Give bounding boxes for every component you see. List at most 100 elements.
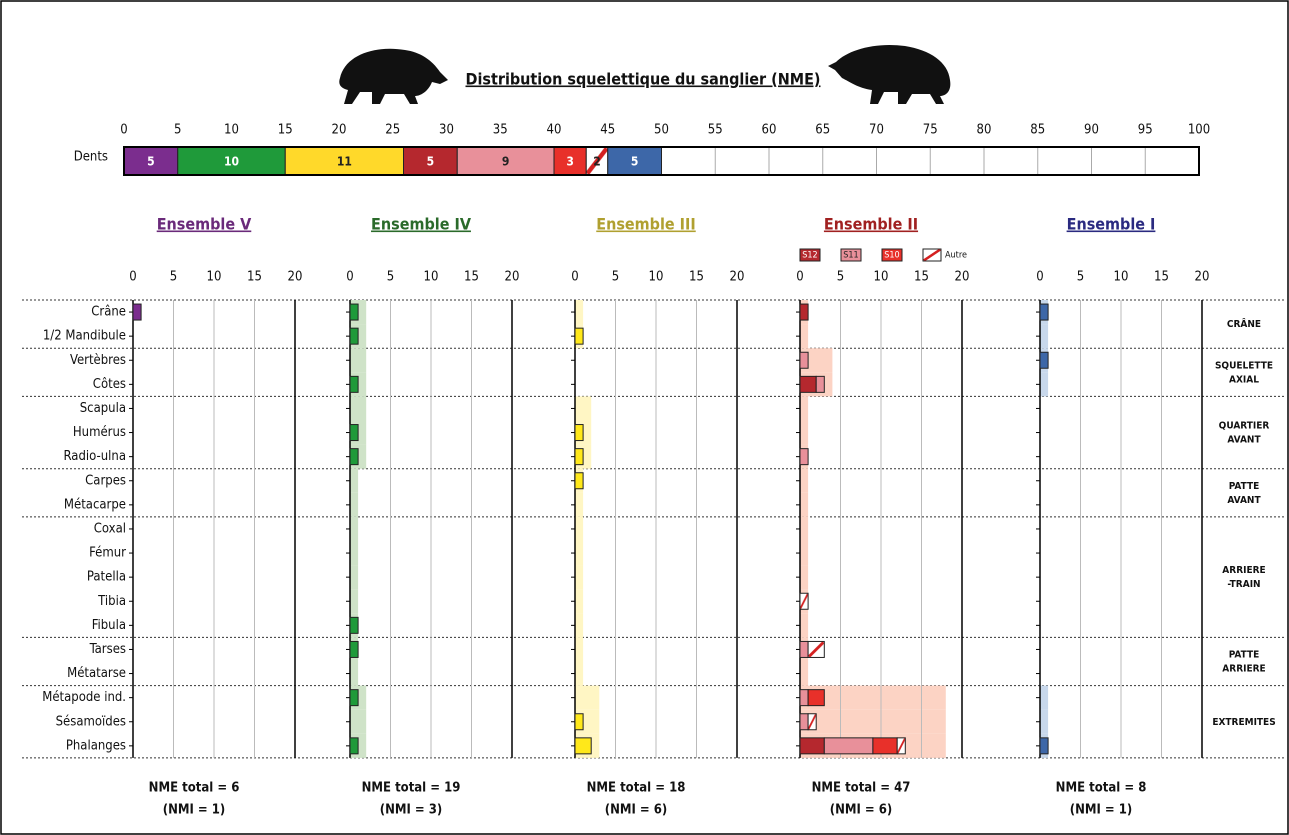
row-label: Métapode ind. bbox=[42, 690, 126, 705]
teeth-label-value: 10 bbox=[224, 155, 239, 169]
shade-bar bbox=[575, 541, 584, 566]
shade-bar bbox=[575, 613, 584, 638]
x-tick-label: 20 bbox=[332, 123, 347, 138]
row-label: Côtes bbox=[93, 377, 126, 392]
shade-bar bbox=[575, 685, 600, 710]
bar bbox=[349, 640, 359, 658]
panel-nmi: (NMI = 1) bbox=[163, 803, 226, 818]
shade-bar bbox=[800, 516, 809, 541]
bar bbox=[799, 713, 809, 731]
bar bbox=[132, 303, 142, 321]
panel-title: Ensemble IV bbox=[371, 215, 472, 234]
x-tick-label: 15 bbox=[278, 123, 293, 138]
x-tick-label: 95 bbox=[1138, 123, 1153, 138]
x-tick-label: 15 bbox=[464, 270, 479, 285]
teeth-label-value: 9 bbox=[502, 155, 510, 169]
shade-bar bbox=[800, 709, 946, 734]
x-tick-label: 5 bbox=[837, 270, 844, 285]
panel-title: Ensemble V bbox=[157, 215, 252, 234]
shade-bar bbox=[800, 565, 809, 590]
bar bbox=[574, 327, 584, 345]
bar bbox=[799, 375, 817, 393]
x-tick-label: 20 bbox=[1195, 270, 1210, 285]
bar bbox=[574, 737, 592, 755]
bar bbox=[1039, 737, 1049, 755]
panel-title: Ensemble I bbox=[1067, 215, 1156, 234]
legend-swatch bbox=[799, 248, 821, 262]
row-label: Scapula bbox=[80, 401, 126, 416]
bar bbox=[799, 592, 809, 610]
row-label: Tibia bbox=[97, 594, 126, 609]
x-tick-label: 10 bbox=[424, 270, 439, 285]
shade-bar bbox=[575, 661, 584, 686]
bar bbox=[807, 689, 825, 707]
shade-bar bbox=[350, 589, 359, 614]
shade-bar bbox=[800, 492, 809, 517]
x-tick-label: 0 bbox=[1036, 270, 1043, 285]
legend-swatch bbox=[840, 248, 862, 262]
teeth-label-value: 5 bbox=[147, 155, 155, 169]
bar bbox=[349, 689, 359, 707]
x-tick-label: 100 bbox=[1188, 123, 1210, 138]
teeth-label-value: 11 bbox=[337, 155, 352, 169]
row-label: Crâne bbox=[91, 305, 126, 320]
teeth-frame bbox=[123, 146, 1200, 176]
bar bbox=[1039, 351, 1049, 369]
teeth-label: Dents bbox=[74, 150, 108, 165]
x-tick-label: 15 bbox=[1154, 270, 1169, 285]
shade-bar bbox=[575, 637, 584, 662]
group-label: CRÂNE bbox=[1227, 317, 1261, 330]
x-tick-label: 0 bbox=[129, 270, 136, 285]
row-label: Radio-ulna bbox=[63, 449, 126, 464]
teeth-label-value: 3 bbox=[566, 155, 574, 169]
bar bbox=[574, 448, 584, 466]
shade-bar bbox=[350, 565, 359, 590]
group-label: AXIAL bbox=[1229, 374, 1259, 385]
bar bbox=[799, 351, 809, 369]
row-label: Métacarpe bbox=[64, 497, 126, 512]
bar bbox=[799, 689, 809, 707]
group-label: AVANT bbox=[1227, 495, 1261, 506]
shade-bar bbox=[800, 468, 809, 493]
x-tick-label: 20 bbox=[288, 270, 303, 285]
shade-bar bbox=[800, 661, 809, 686]
row-label: Phalanges bbox=[66, 738, 126, 753]
shade-bar bbox=[350, 516, 359, 541]
shade-bar bbox=[575, 300, 584, 325]
row-label: Sésamoïdes bbox=[56, 714, 126, 729]
x-tick-label: 0 bbox=[120, 123, 127, 138]
x-tick-label: 55 bbox=[708, 123, 723, 138]
shade-bar bbox=[575, 565, 584, 590]
shade-bar bbox=[1040, 372, 1049, 397]
row-label: Vertèbres bbox=[70, 353, 126, 368]
x-tick-label: 20 bbox=[955, 270, 970, 285]
teeth-label-value: 2 bbox=[593, 155, 601, 169]
bar bbox=[896, 737, 906, 755]
shade-bar bbox=[800, 420, 809, 445]
x-tick-label: 35 bbox=[493, 123, 508, 138]
group-label: ARRIERE bbox=[1222, 565, 1265, 576]
shade-bar bbox=[1040, 685, 1049, 710]
group-label: SQUELETTE bbox=[1215, 360, 1273, 371]
row-label: Métatarse bbox=[67, 666, 126, 681]
panel-title: Ensemble III bbox=[596, 215, 695, 234]
shade-bar bbox=[800, 613, 809, 638]
row-label: Tarses bbox=[89, 642, 126, 657]
shade-bar bbox=[1040, 709, 1049, 734]
x-tick-label: 10 bbox=[207, 270, 222, 285]
row-label: Fibula bbox=[92, 618, 126, 633]
x-tick-label: 5 bbox=[1077, 270, 1084, 285]
row-label: 1/2 Mandibule bbox=[43, 329, 126, 344]
bar bbox=[799, 303, 809, 321]
shade-bar bbox=[350, 348, 367, 373]
shade-bar bbox=[1040, 324, 1049, 349]
legend-swatch bbox=[922, 248, 942, 262]
teeth-label-value: 5 bbox=[427, 155, 435, 169]
x-tick-label: 40 bbox=[547, 123, 562, 138]
shade-bar bbox=[350, 396, 367, 421]
row-label: Patella bbox=[87, 570, 126, 585]
x-tick-label: 85 bbox=[1030, 123, 1045, 138]
bar bbox=[574, 424, 584, 442]
